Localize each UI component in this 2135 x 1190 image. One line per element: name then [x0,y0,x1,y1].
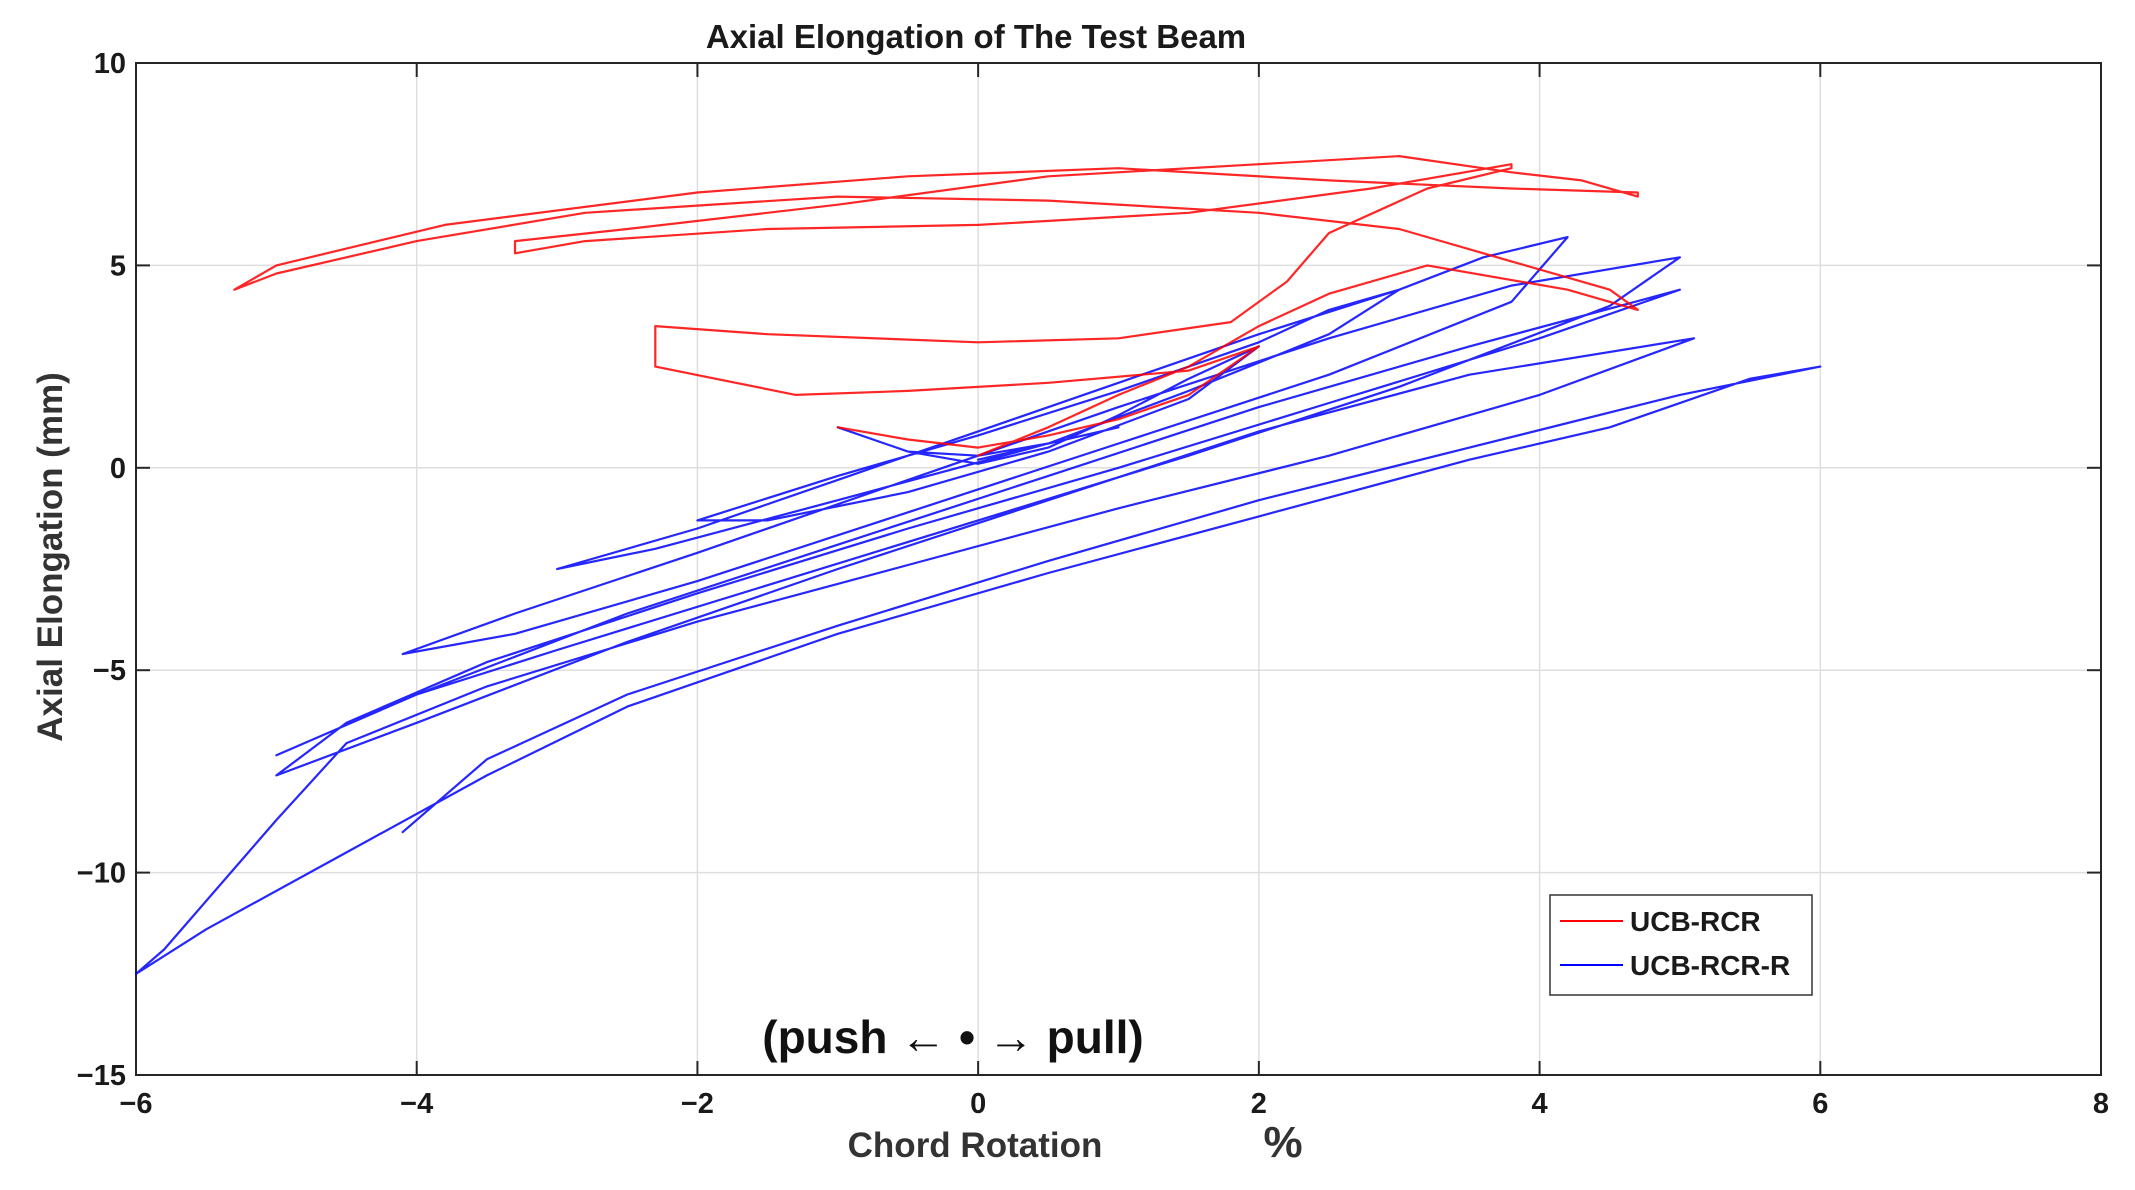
y-tick-label: −15 [77,1060,126,1092]
x-tick-label: −2 [681,1088,714,1120]
series-layer [134,155,1822,975]
plot-area [135,62,2102,1076]
x-axis-label: Chord Rotation [848,1126,1103,1165]
series-line-ucb-rcr-r [134,236,1822,975]
x-tick-label: 8 [2093,1088,2109,1120]
y-tick-label: 0 [110,453,126,485]
legend-label-ucb-rcr-r: UCB-RCR-R [1630,950,1790,981]
y-tick-label: −10 [77,858,126,890]
y-tick-label: 10 [94,48,126,80]
y-tick-label: 5 [110,250,126,282]
x-tick-label: −6 [119,1088,152,1120]
x-tick-label: 4 [1532,1088,1548,1120]
x-axis-ticks: −6 −4 −2 0 2 4 6 8 [119,63,2109,1120]
x-tick-label: 2 [1251,1088,1267,1120]
y-tick-label: −5 [93,655,126,687]
x-tick-label: 0 [970,1088,986,1120]
y-axis-ticks: 10 5 0 −5 −10 −15 [77,48,2101,1092]
chart-title: Axial Elongation of The Test Beam [706,18,1246,55]
x-tick-label: −4 [400,1088,433,1120]
series-line-ucb-rcr [233,155,1639,457]
x-axis-unit: % [1263,1118,1302,1167]
x-tick-label: 6 [1812,1088,1828,1120]
legend-label-ucb-rcr: UCB-RCR [1630,906,1761,937]
legend-box [1549,894,1813,996]
legend: UCB-RCR UCB-RCR-R [1549,894,1813,996]
y-axis-label: Axial Elongation (mm) [31,372,70,741]
push-pull-annotation: (push ← • → pull) [762,1011,1144,1063]
